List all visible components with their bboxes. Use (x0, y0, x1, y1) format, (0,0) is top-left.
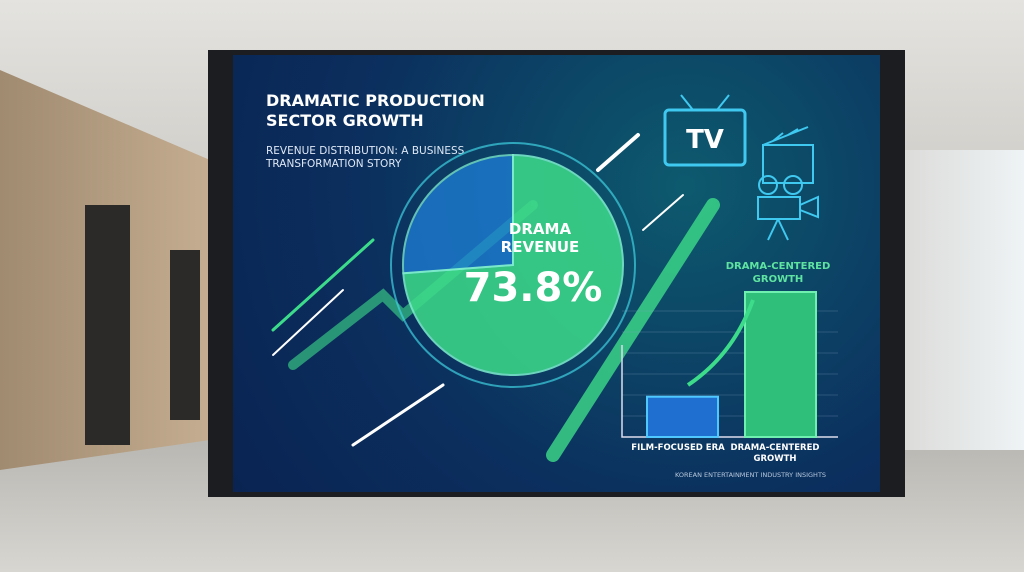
elevator-door (170, 250, 200, 420)
growth-arrow-icon (686, 299, 755, 387)
bar-label: FILM-FOCUSED ERA (631, 443, 725, 453)
display-screen: DRAMATIC PRODUCTION SECTOR GROWTH REVENU… (233, 55, 880, 492)
pie-slice (402, 153, 514, 275)
pie-chart (390, 142, 636, 388)
footer-text: KOREAN ENTERTAINMENT INDUSTRY INSIGHTS (675, 471, 827, 479)
bar (646, 395, 719, 439)
infographic: TV (271, 94, 838, 462)
bar-chart (621, 291, 838, 439)
subtitle: REVENUE DISTRIBUTION: A BUSINESS TRANSFO… (266, 145, 465, 170)
elevator-door (85, 205, 130, 445)
page-title: DRAMATIC PRODUCTION SECTOR GROWTH (266, 91, 485, 130)
movie-camera-icon (757, 175, 819, 241)
tv-label: TV (686, 125, 724, 155)
bar-chart-title: DRAMA-CENTERED GROWTH (725, 261, 831, 285)
pie-label: DRAMA REVENUE (500, 220, 580, 256)
bar (744, 291, 817, 438)
bar-label: DRAMA-CENTERED GROWTH (730, 443, 820, 464)
clapperboard-icon (762, 126, 814, 184)
tv-icon: TV (663, 94, 747, 167)
pie-ring (390, 142, 636, 388)
window-wall (905, 150, 1024, 450)
pie-value: 73.8% (463, 265, 603, 311)
